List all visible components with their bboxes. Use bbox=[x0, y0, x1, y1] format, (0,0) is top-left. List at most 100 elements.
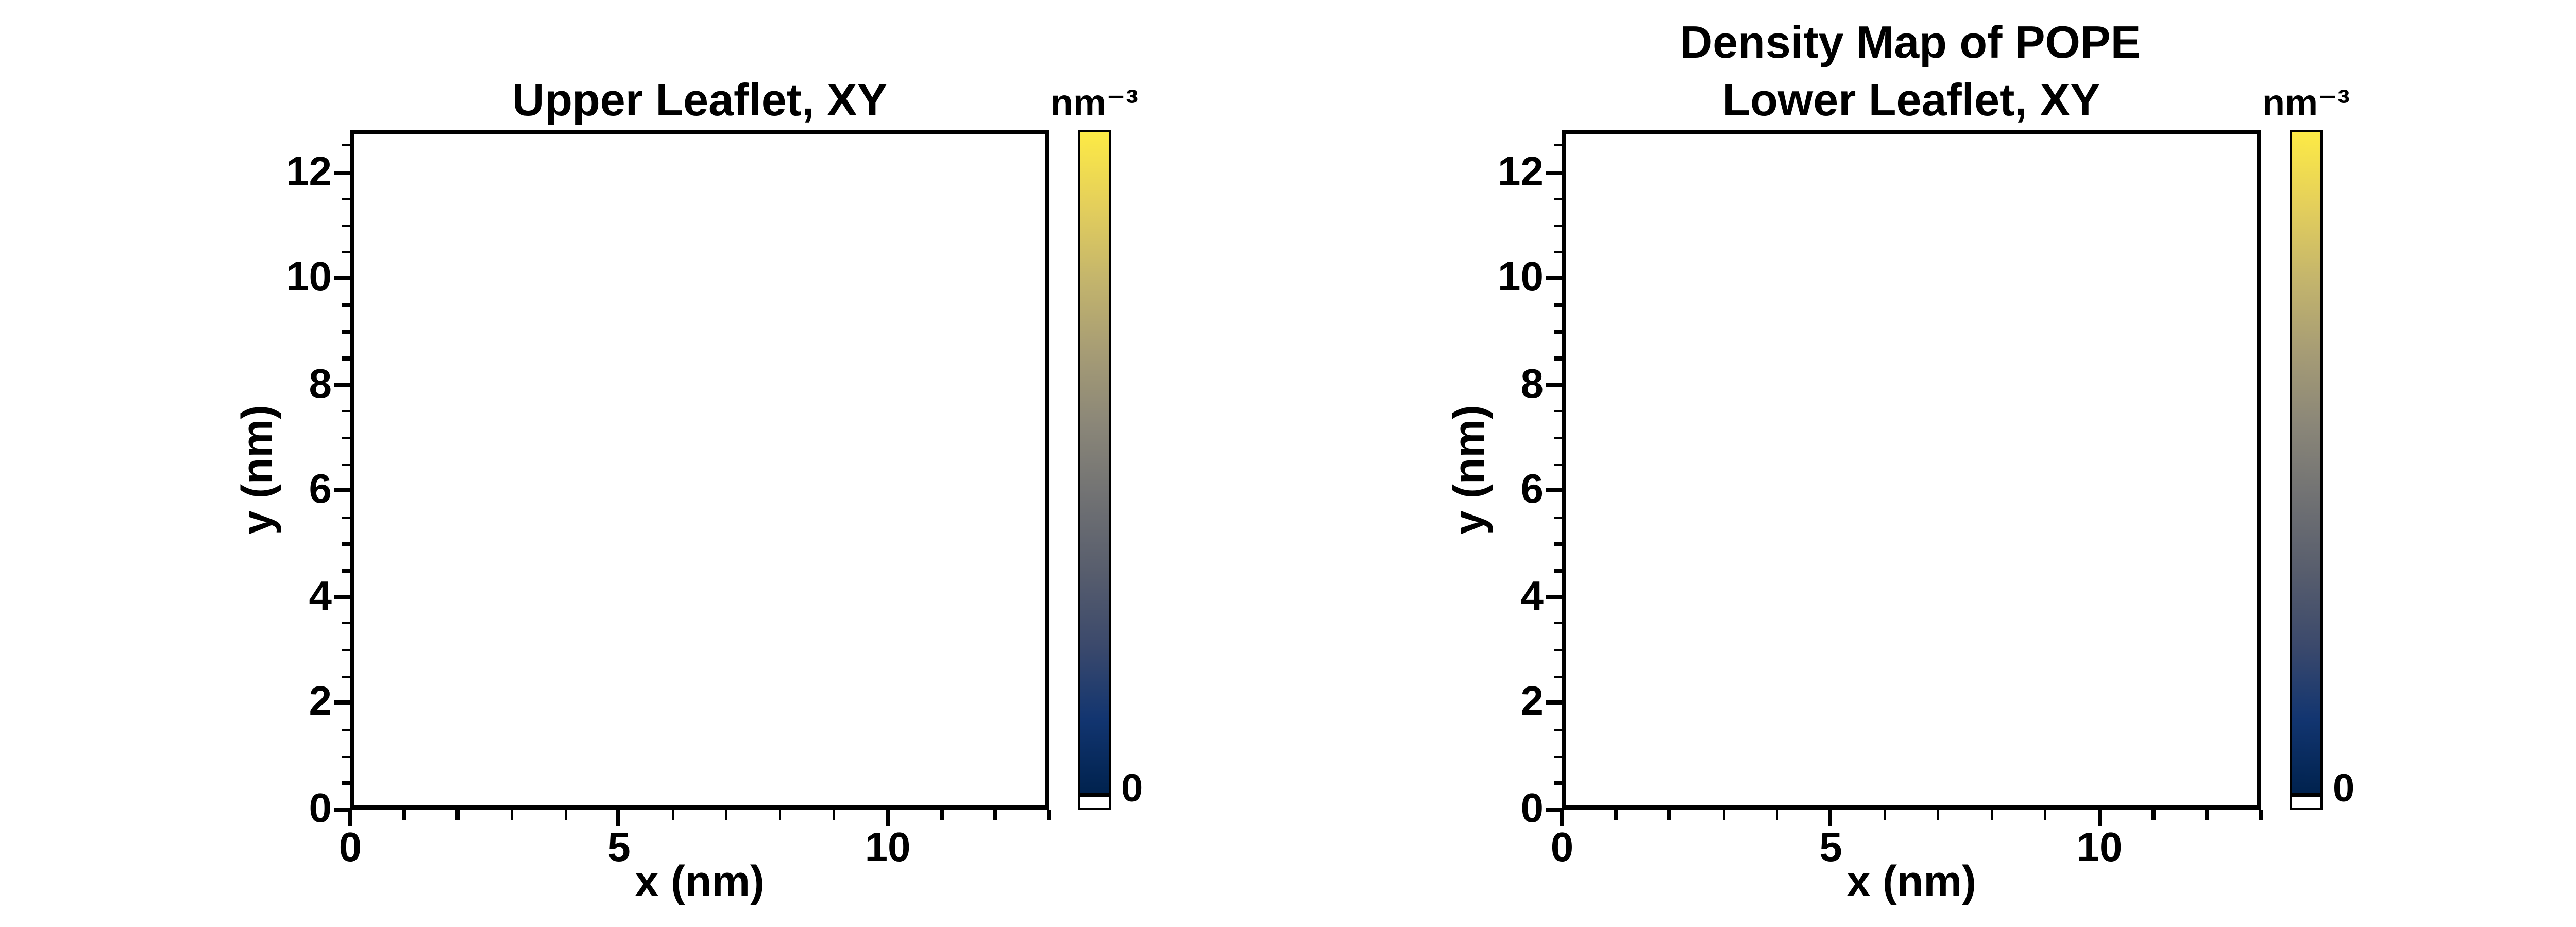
x-major-tick bbox=[617, 810, 621, 826]
x-tick-label: 10 bbox=[2076, 826, 2123, 871]
y-minor-tick bbox=[341, 303, 350, 307]
x-tick-label: 5 bbox=[1819, 826, 1842, 871]
y-minor-tick bbox=[341, 675, 350, 678]
y-minor-tick bbox=[1553, 356, 1562, 360]
y-tick-label: 12 bbox=[286, 149, 332, 195]
colorbar-under-segment bbox=[1080, 793, 1109, 808]
x-minor-tick bbox=[2259, 810, 2262, 819]
y-minor-tick bbox=[1553, 569, 1562, 572]
y-major-tick bbox=[1546, 808, 1562, 812]
y-major-tick bbox=[334, 383, 350, 387]
y-minor-tick bbox=[1553, 144, 1562, 147]
x-axis-label: x (nm) bbox=[1846, 859, 1976, 906]
y-major-tick bbox=[334, 808, 350, 812]
x-tick-label: 10 bbox=[865, 826, 911, 871]
y-tick-label: 10 bbox=[286, 255, 332, 301]
y-minor-tick bbox=[341, 197, 350, 200]
figure-title: Density Map of POPE bbox=[1680, 16, 2141, 68]
y-tick-label: 8 bbox=[309, 362, 332, 407]
subplot-title: Upper Leaflet, XY bbox=[512, 74, 888, 126]
x-minor-tick bbox=[1990, 810, 1994, 819]
x-minor-tick bbox=[832, 810, 836, 819]
x-major-tick bbox=[348, 810, 352, 826]
y-major-tick bbox=[1546, 170, 1562, 175]
y-major-tick bbox=[1546, 276, 1562, 281]
y-minor-tick bbox=[341, 569, 350, 572]
colorbar-zero-tick-label: 0 bbox=[2333, 768, 2355, 812]
y-major-tick bbox=[1546, 489, 1562, 493]
y-minor-tick bbox=[1553, 648, 1562, 652]
y-tick-label: 2 bbox=[1520, 680, 1544, 726]
colorbar bbox=[1078, 130, 1111, 810]
x-tick-label: 0 bbox=[1550, 826, 1574, 871]
y-minor-tick bbox=[341, 781, 350, 785]
y-tick-label: 0 bbox=[1520, 787, 1544, 832]
colorbar-gradient bbox=[2292, 132, 2320, 793]
y-minor-tick bbox=[341, 622, 350, 625]
y-major-tick bbox=[334, 595, 350, 599]
subplot-upper-leaflet-xy: Upper Leaflet, XY 0 5 10 0 2 4 6 8 10 12 x (nm) y… bbox=[235, 0, 1236, 927]
x-minor-tick bbox=[2151, 810, 2155, 819]
y-tick-label: 4 bbox=[309, 574, 332, 620]
x-minor-tick bbox=[1883, 810, 1886, 819]
x-minor-tick bbox=[564, 810, 567, 819]
y-minor-tick bbox=[1553, 409, 1562, 413]
y-major-tick bbox=[1546, 383, 1562, 387]
y-minor-tick bbox=[1553, 462, 1562, 466]
y-minor-tick bbox=[341, 436, 350, 439]
y-minor-tick bbox=[1553, 622, 1562, 625]
x-minor-tick bbox=[2044, 810, 2047, 819]
y-minor-tick bbox=[1553, 516, 1562, 519]
y-tick-label: 6 bbox=[1520, 468, 1544, 514]
x-minor-tick bbox=[456, 810, 460, 819]
y-minor-tick bbox=[1553, 330, 1562, 333]
x-minor-tick bbox=[993, 810, 997, 819]
y-minor-tick bbox=[1553, 781, 1562, 785]
axis-ticks-layer: 0 5 10 0 2 4 6 8 10 12 bbox=[286, 130, 1050, 869]
x-minor-tick bbox=[1722, 810, 1725, 819]
y-tick-label: 10 bbox=[1498, 255, 1544, 301]
plot-area bbox=[1562, 130, 2261, 810]
x-major-tick bbox=[1828, 810, 1833, 826]
y-minor-tick bbox=[341, 144, 350, 147]
y-minor-tick bbox=[341, 224, 350, 227]
y-tick-label: 8 bbox=[1520, 362, 1544, 407]
x-major-tick bbox=[2097, 810, 2102, 826]
x-minor-tick bbox=[671, 810, 674, 819]
y-major-tick bbox=[1546, 595, 1562, 599]
x-minor-tick bbox=[1775, 810, 1778, 819]
y-minor-tick bbox=[1553, 675, 1562, 678]
colorbar bbox=[2290, 130, 2323, 810]
x-minor-tick bbox=[725, 810, 728, 819]
axis-ticks-layer: 0 5 10 0 2 4 6 8 10 12 bbox=[1498, 130, 2262, 869]
y-minor-tick bbox=[341, 409, 350, 413]
y-major-tick bbox=[334, 170, 350, 175]
y-minor-tick bbox=[341, 330, 350, 333]
y-minor-tick bbox=[1553, 224, 1562, 227]
y-minor-tick bbox=[1553, 542, 1562, 546]
y-minor-tick bbox=[341, 250, 350, 253]
plot-area bbox=[350, 130, 1049, 810]
x-minor-tick bbox=[1668, 810, 1671, 819]
x-minor-tick bbox=[778, 810, 782, 819]
y-minor-tick bbox=[1553, 728, 1562, 732]
y-minor-tick bbox=[341, 755, 350, 758]
x-minor-tick bbox=[510, 810, 513, 819]
x-major-tick bbox=[886, 810, 890, 826]
x-minor-tick bbox=[1614, 810, 1618, 819]
y-tick-label: 4 bbox=[1520, 574, 1544, 620]
y-major-tick bbox=[1546, 701, 1562, 706]
colorbar-gradient bbox=[1080, 132, 1109, 793]
colorbar-under-segment bbox=[2292, 793, 2320, 808]
y-minor-tick bbox=[341, 648, 350, 652]
colorbar-unit-label: nm⁻³ bbox=[2262, 82, 2350, 124]
x-minor-tick bbox=[1937, 810, 1940, 819]
x-minor-tick bbox=[940, 810, 943, 819]
y-major-tick bbox=[334, 489, 350, 493]
y-minor-tick bbox=[1553, 250, 1562, 253]
x-minor-tick bbox=[1047, 810, 1050, 819]
y-minor-tick bbox=[1553, 197, 1562, 200]
x-minor-tick bbox=[2205, 810, 2209, 819]
subplot-title: Lower Leaflet, XY bbox=[1722, 74, 2100, 126]
colorbar-unit-label: nm⁻³ bbox=[1050, 82, 1138, 124]
